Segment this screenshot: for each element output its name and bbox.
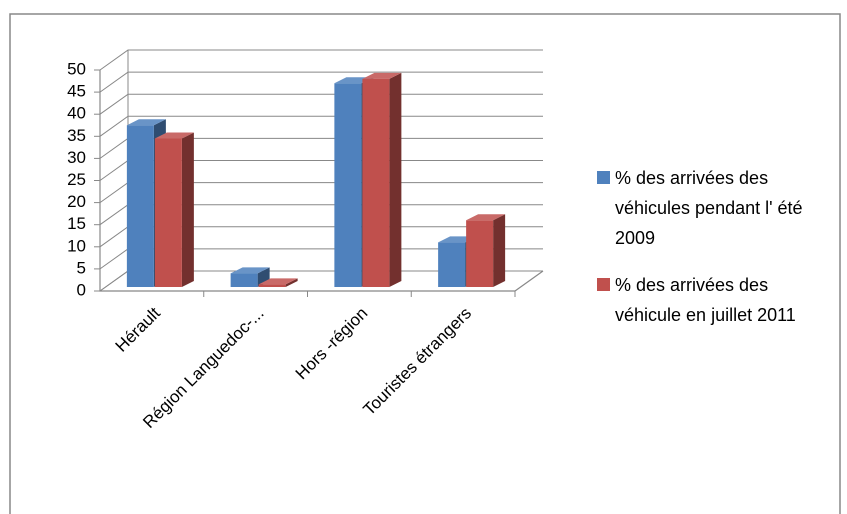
- bar: [258, 284, 286, 287]
- bar: [230, 273, 258, 287]
- y-tick-label: 0: [77, 280, 86, 299]
- bar-side: [181, 132, 194, 287]
- bar-top: [154, 132, 194, 139]
- y-tick-label: 45: [67, 82, 86, 101]
- bar-top: [466, 214, 506, 221]
- bar: [334, 83, 362, 287]
- y-tick-label: 25: [67, 170, 86, 189]
- bar: [154, 138, 182, 287]
- bar-top: [258, 278, 298, 285]
- y-tick-label: 5: [77, 258, 86, 277]
- grid-line: [99, 71, 543, 93]
- bar-side: [389, 72, 402, 287]
- y-tick-label: 50: [67, 59, 86, 78]
- bar-side: [285, 278, 298, 287]
- y-tick-label: 30: [67, 148, 86, 167]
- y-tick-label: 40: [67, 104, 86, 123]
- y-tick-label: 15: [67, 214, 86, 233]
- bar-side: [493, 214, 506, 287]
- bar-top: [362, 72, 402, 79]
- grid-line: [99, 49, 543, 71]
- bar: [126, 125, 154, 287]
- y-tick-label: 10: [67, 236, 86, 255]
- bar-top: [126, 119, 166, 126]
- legend-label: % des arrivées des véhicule en juillet 2…: [615, 275, 796, 325]
- legend-swatch: [597, 171, 610, 184]
- legend-label: % des arrivées des véhicules pendant l' …: [615, 168, 803, 248]
- bar: [466, 220, 494, 287]
- grid-line: [99, 93, 543, 115]
- bar-top: [230, 267, 270, 274]
- grid-line: [99, 115, 543, 137]
- y-tick-label: 35: [67, 126, 86, 145]
- legend-item: % des arrivées des véhicules pendant l' …: [597, 163, 829, 253]
- bar: [362, 78, 390, 287]
- legend-item: % des arrivées des véhicule en juillet 2…: [597, 270, 829, 330]
- bar: [438, 242, 466, 287]
- legend-swatch: [597, 278, 610, 291]
- y-tick-label: 20: [67, 192, 86, 211]
